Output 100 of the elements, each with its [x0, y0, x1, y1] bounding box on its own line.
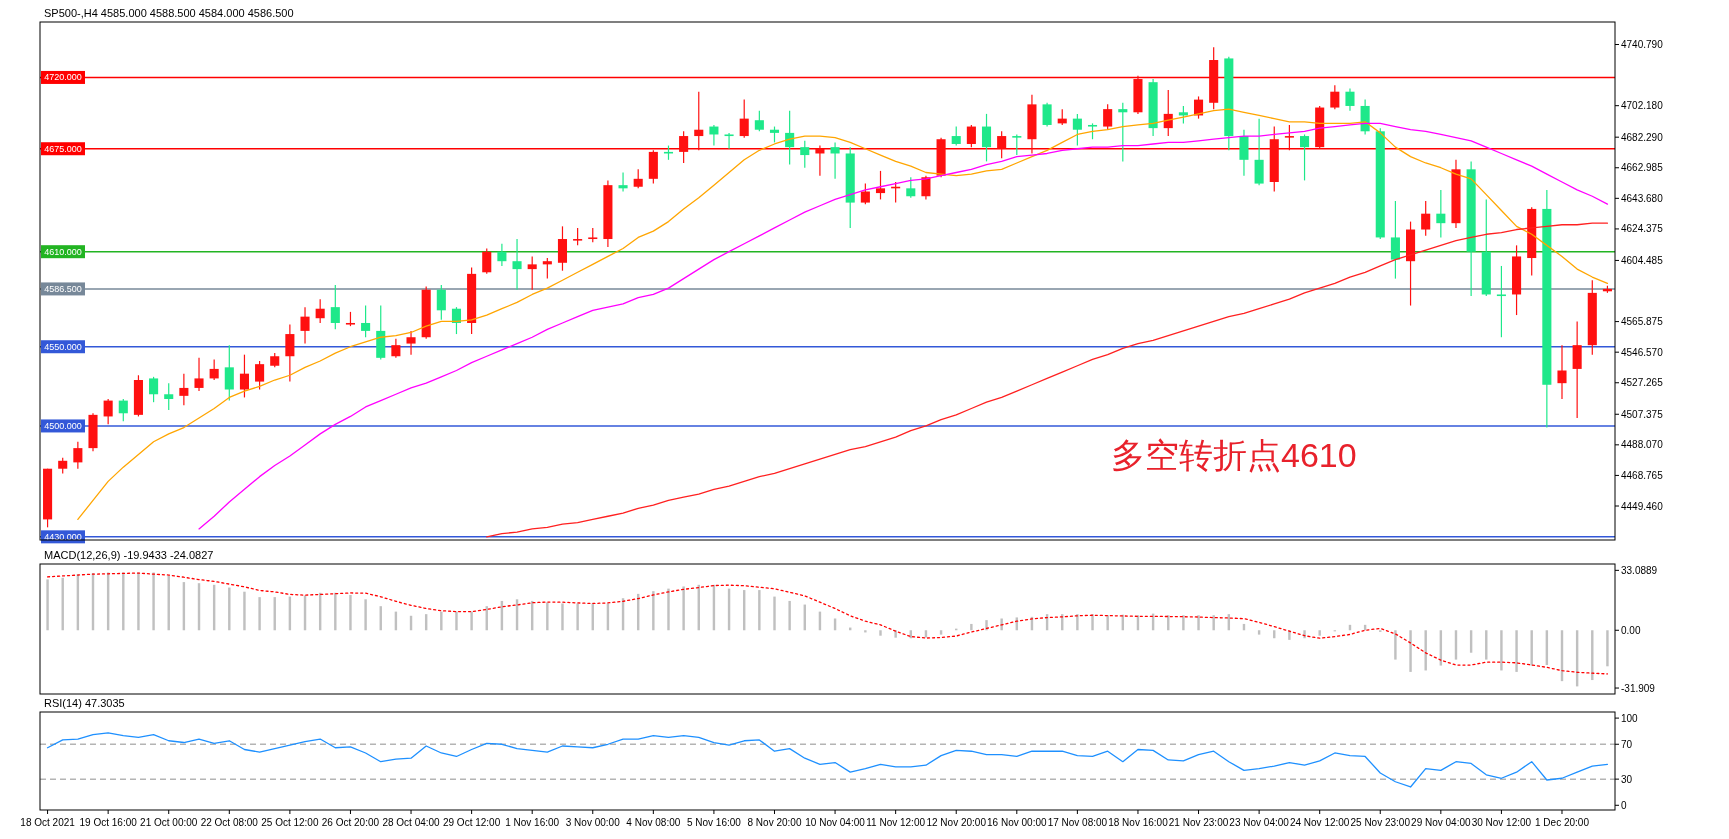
candlestick	[800, 140, 810, 169]
x-tick-label: 16 Nov 00:00	[987, 817, 1047, 828]
candlestick	[860, 182, 870, 205]
bar	[1076, 614, 1079, 631]
bar	[1106, 615, 1109, 631]
line-series	[486, 222, 1609, 538]
candlestick	[618, 171, 628, 193]
y-tick-label: 4662.985	[1621, 162, 1664, 174]
bar	[470, 611, 473, 631]
y-tick-label: 0.00	[1621, 624, 1641, 636]
ref-line-label: 4430.000	[44, 531, 82, 542]
x-tick-label: 24 Nov 12:00	[1289, 817, 1350, 828]
bar	[667, 588, 670, 631]
candlestick	[300, 306, 310, 345]
y-tick-label: 30	[1621, 773, 1633, 785]
candlestick	[1118, 102, 1128, 162]
y-tick-label: 4604.485	[1621, 254, 1664, 266]
y-tick-label: 4449.460	[1621, 500, 1664, 512]
candlestick	[1572, 320, 1582, 419]
bar	[1606, 630, 1609, 667]
candlestick	[1496, 265, 1506, 338]
candlestick	[512, 238, 522, 291]
x-tick-label: 11 Nov 12:00	[866, 817, 926, 828]
candlestick	[1284, 124, 1294, 151]
y-tick-label: 4546.570	[1621, 346, 1664, 358]
candlestick	[1421, 200, 1431, 237]
bar	[228, 587, 231, 631]
x-tick-label: 23 Nov 04:00	[1229, 817, 1290, 828]
candlestick	[1042, 102, 1052, 128]
x-tick-label: 29 Oct 12:00	[442, 817, 501, 828]
candlestick	[103, 398, 113, 425]
candlestick	[179, 373, 189, 406]
candlestick	[1436, 189, 1446, 239]
ref-line-label: 4586.500	[44, 283, 82, 294]
candlestick	[875, 170, 886, 201]
x-tick-label: 10 Nov 04:00	[805, 817, 866, 828]
annotation: 多空转折点4610	[1111, 436, 1357, 475]
candlestick	[118, 398, 128, 422]
bar	[1500, 630, 1503, 671]
bar	[258, 597, 261, 631]
bar	[455, 611, 458, 631]
candlestick	[1557, 344, 1567, 400]
bar	[1000, 618, 1003, 631]
candlestick	[73, 441, 83, 470]
candlestick	[542, 257, 552, 280]
bar	[1394, 630, 1397, 660]
chart-title: MACD(12,26,9) -19.9433 -24.0827	[44, 549, 214, 561]
chart-title: SP500-,H4 4585.000 4588.500 4584.000 4586.500	[44, 7, 294, 19]
x-tick-label: 18 Oct 2021	[20, 817, 76, 828]
candlestick	[921, 175, 931, 201]
bar	[1091, 614, 1094, 631]
bar	[561, 603, 564, 631]
x-tick-label: 19 Oct 16:00	[79, 817, 138, 828]
candlestick	[149, 376, 159, 403]
bar	[364, 599, 367, 631]
bar	[440, 611, 443, 631]
bar	[152, 572, 155, 631]
y-tick-label: 4682.290	[1621, 131, 1664, 143]
candlestick	[1103, 103, 1113, 131]
candlestick	[164, 382, 174, 411]
candlestick	[754, 110, 764, 132]
bar	[1318, 630, 1321, 636]
candlestick	[830, 141, 840, 180]
bar	[652, 591, 655, 631]
bar	[939, 630, 943, 635]
candlestick	[406, 330, 416, 356]
candlestick	[224, 344, 234, 402]
y-tick-label: 4507.375	[1621, 408, 1664, 420]
bar	[1530, 630, 1533, 666]
candlestick	[194, 357, 204, 392]
candlestick	[1390, 200, 1400, 280]
candlestick	[1330, 84, 1340, 110]
x-tick-label: 26 Oct 20:00	[321, 817, 380, 828]
y-tick-label: 4624.375	[1621, 223, 1664, 235]
candlestick	[330, 284, 340, 330]
bar	[243, 591, 246, 631]
candlestick	[315, 298, 325, 324]
ref-line-label: 4675.000	[44, 143, 82, 154]
bar	[879, 630, 882, 636]
candlestick	[1239, 129, 1249, 177]
x-tick-label: 4 Nov 08:00	[626, 817, 681, 828]
candlestick	[482, 247, 492, 275]
ref-line-label: 4550.000	[44, 341, 82, 352]
bar	[546, 602, 549, 631]
x-tick-label: 5 Nov 16:00	[686, 817, 742, 828]
candlestick	[633, 168, 643, 189]
chart-title: RSI(14) 47.3035	[44, 697, 125, 709]
candlestick	[497, 243, 507, 267]
line-series	[46, 732, 1609, 788]
candlestick	[694, 91, 704, 151]
candlestick	[951, 125, 961, 147]
bar	[970, 623, 973, 631]
y-tick-label: 4702.180	[1621, 100, 1664, 112]
candlestick	[997, 130, 1007, 159]
x-tick-label: 25 Nov 23:00	[1350, 817, 1411, 828]
y-tick-label: 70	[1621, 738, 1633, 750]
x-tick-label: 3 Nov 00:00	[565, 817, 621, 828]
y-tick-label: 4468.765	[1621, 469, 1664, 481]
candlestick	[436, 284, 446, 321]
candlestick	[285, 323, 295, 383]
